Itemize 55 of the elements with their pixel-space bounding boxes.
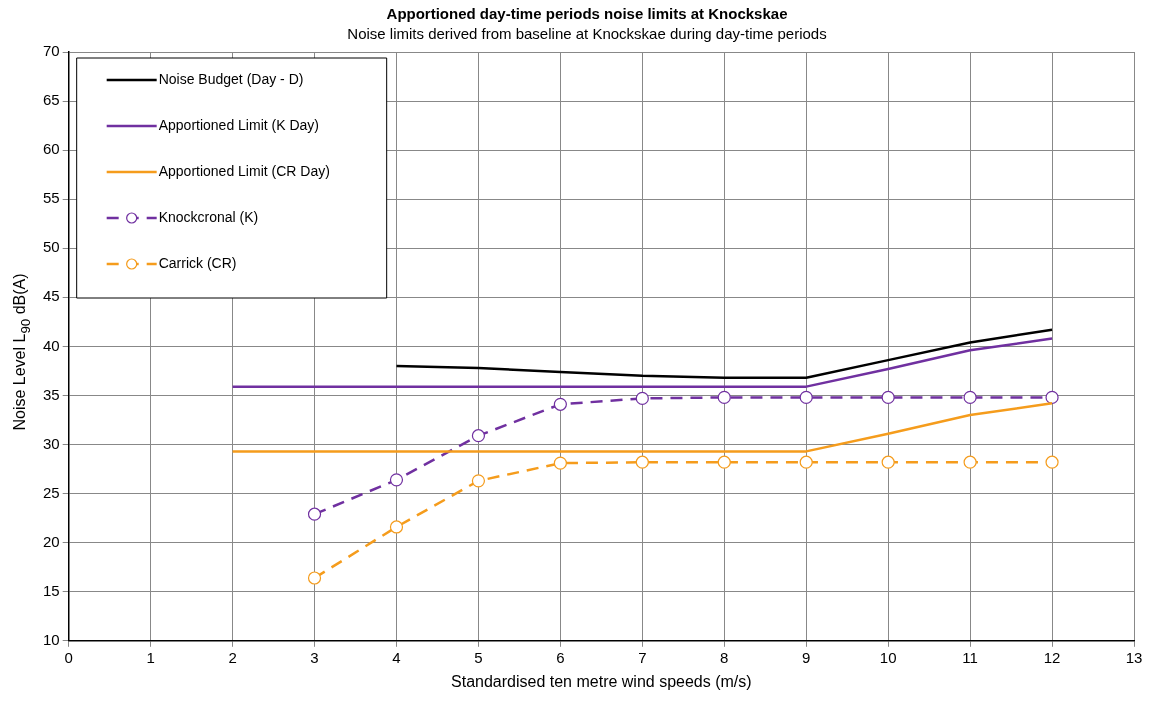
x-axis-title: Standardised ten metre wind speeds (m/s) xyxy=(451,672,752,690)
x-tick-label: 6 xyxy=(556,648,565,666)
y-tick-label: 35 xyxy=(43,385,60,403)
legend-label: Knockcronal (K) xyxy=(158,208,259,225)
point xyxy=(881,455,895,469)
legend-label: Noise Budget (Day - D) xyxy=(158,70,304,87)
x-tick-label: 5 xyxy=(474,648,483,666)
point xyxy=(389,520,404,534)
x-tick-label: 7 xyxy=(638,648,647,666)
point xyxy=(553,456,567,470)
point xyxy=(1045,390,1059,405)
point xyxy=(307,507,322,521)
point xyxy=(307,571,322,585)
point xyxy=(717,390,731,405)
point xyxy=(389,473,404,487)
x-tick-label: 11 xyxy=(962,648,978,666)
x-tick-label: 8 xyxy=(720,648,729,666)
x-tick-label: 4 xyxy=(392,648,401,666)
x-tick-label: 3 xyxy=(310,648,319,666)
chart-title: Apportioned day-time periods noise limits at Knockskae xyxy=(386,5,788,23)
point xyxy=(717,455,731,469)
x-tick-label: 13 xyxy=(1125,648,1143,666)
point xyxy=(635,455,649,469)
y-tick-label: 15 xyxy=(43,581,60,599)
x-tick-label: 0 xyxy=(64,648,73,666)
point xyxy=(963,390,977,405)
legend-label: Carrick (CR) xyxy=(158,254,237,271)
legend-label: Apportioned Limit (CR Day) xyxy=(158,162,330,179)
point xyxy=(881,390,895,405)
y-tick-label: 60 xyxy=(43,140,60,158)
y-tick-label: 65 xyxy=(43,91,60,109)
point xyxy=(471,474,486,488)
point xyxy=(799,390,813,405)
y-tick-label: 50 xyxy=(43,238,60,256)
x-tick-label: 12 xyxy=(1043,648,1061,666)
y-tick-label: 10 xyxy=(43,630,60,648)
y-tick-label: 70 xyxy=(43,42,60,60)
y-tick-label: 30 xyxy=(43,434,60,452)
point xyxy=(553,397,567,411)
x-tick-label: 1 xyxy=(146,648,155,666)
x-tick-label: 10 xyxy=(879,648,897,666)
point xyxy=(635,391,649,406)
point xyxy=(799,455,813,469)
y-tick-label: 40 xyxy=(43,336,60,354)
x-tick-label: 9 xyxy=(802,648,811,666)
chart-subtitle: Noise limits derived from baseline at Knockskae during day-time periods xyxy=(347,25,827,43)
point xyxy=(471,429,486,443)
point xyxy=(963,455,977,469)
y-tick-label: 45 xyxy=(43,287,60,305)
legend-label: Apportioned Limit (K Day) xyxy=(158,116,319,133)
x-tick-label: 2 xyxy=(228,648,237,666)
y-tick-label: 55 xyxy=(43,189,60,207)
y-tick-label: 25 xyxy=(43,483,60,501)
point xyxy=(1045,455,1059,469)
y-tick-label: 20 xyxy=(43,532,60,550)
